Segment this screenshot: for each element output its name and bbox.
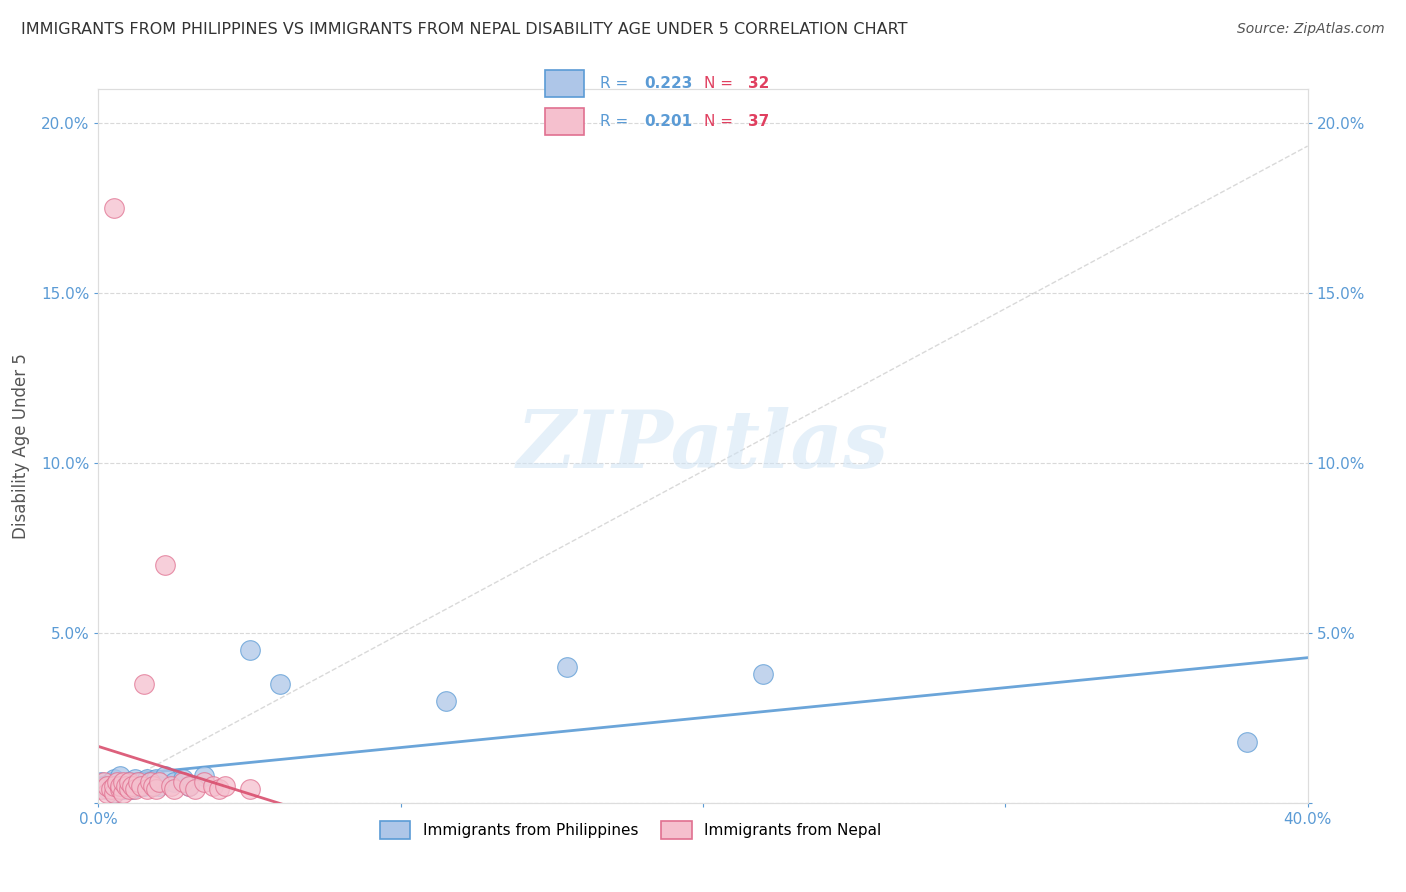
Point — [142, 779, 165, 793]
Point — [239, 643, 262, 657]
Point — [1236, 734, 1258, 748]
Point — [118, 782, 141, 797]
Point — [129, 779, 152, 793]
Point — [148, 779, 170, 793]
Point — [132, 677, 155, 691]
Point — [100, 782, 122, 797]
Point — [184, 782, 207, 797]
Text: 0.223: 0.223 — [644, 76, 692, 91]
Y-axis label: Disability Age Under 5: Disability Age Under 5 — [11, 353, 30, 539]
Text: 0.201: 0.201 — [644, 114, 692, 129]
Point — [145, 782, 167, 797]
Point — [124, 772, 146, 786]
Point — [103, 786, 125, 800]
Point — [208, 782, 231, 797]
Point — [139, 775, 162, 789]
Point — [118, 775, 141, 789]
Text: R =: R = — [600, 76, 633, 91]
Point — [160, 779, 183, 793]
Point — [121, 782, 143, 797]
Text: 37: 37 — [748, 114, 769, 129]
Point — [108, 782, 131, 797]
Point — [193, 769, 215, 783]
Point — [163, 775, 186, 789]
Point — [103, 772, 125, 786]
Point — [105, 775, 128, 789]
Point — [172, 775, 194, 789]
Point — [269, 677, 291, 691]
Point — [103, 786, 125, 800]
Point — [121, 779, 143, 793]
Point — [103, 779, 125, 793]
Point — [96, 779, 118, 793]
Point — [135, 772, 157, 786]
Legend: Immigrants from Philippines, Immigrants from Nepal: Immigrants from Philippines, Immigrants … — [374, 815, 887, 845]
Point — [555, 660, 578, 674]
Point — [93, 779, 115, 793]
Point — [96, 782, 118, 797]
Point — [142, 779, 165, 793]
Point — [114, 779, 136, 793]
Point — [103, 201, 125, 215]
Point — [111, 782, 134, 797]
Point — [172, 772, 194, 786]
Point — [90, 782, 112, 797]
Text: R =: R = — [600, 114, 633, 129]
Point — [179, 779, 201, 793]
Text: ZIPatlas: ZIPatlas — [517, 408, 889, 484]
Point — [111, 775, 134, 789]
Point — [129, 775, 152, 789]
Point — [145, 772, 167, 786]
Point — [132, 779, 155, 793]
Point — [193, 775, 215, 789]
FancyBboxPatch shape — [546, 70, 583, 97]
Text: Source: ZipAtlas.com: Source: ZipAtlas.com — [1237, 22, 1385, 37]
Point — [114, 779, 136, 793]
Point — [108, 779, 131, 793]
Point — [434, 694, 457, 708]
Point — [127, 779, 149, 793]
Point — [214, 779, 236, 793]
Point — [752, 666, 775, 681]
Text: N =: N = — [704, 114, 738, 129]
Text: 32: 32 — [748, 76, 769, 91]
Point — [153, 558, 176, 572]
Point — [90, 775, 112, 789]
Point — [153, 769, 176, 783]
FancyBboxPatch shape — [546, 108, 583, 136]
Point — [127, 775, 149, 789]
Point — [202, 779, 225, 793]
Point — [163, 782, 186, 797]
Point — [100, 775, 122, 789]
Point — [148, 775, 170, 789]
Point — [118, 775, 141, 789]
Text: N =: N = — [704, 76, 738, 91]
Point — [124, 782, 146, 797]
Text: IMMIGRANTS FROM PHILIPPINES VS IMMIGRANTS FROM NEPAL DISABILITY AGE UNDER 5 CORR: IMMIGRANTS FROM PHILIPPINES VS IMMIGRANT… — [21, 22, 908, 37]
Point — [111, 786, 134, 800]
Point — [96, 786, 118, 800]
Point — [139, 775, 162, 789]
Point — [135, 782, 157, 797]
Point — [108, 769, 131, 783]
Point — [179, 779, 201, 793]
Point — [93, 775, 115, 789]
Point — [239, 782, 262, 797]
Point — [105, 779, 128, 793]
